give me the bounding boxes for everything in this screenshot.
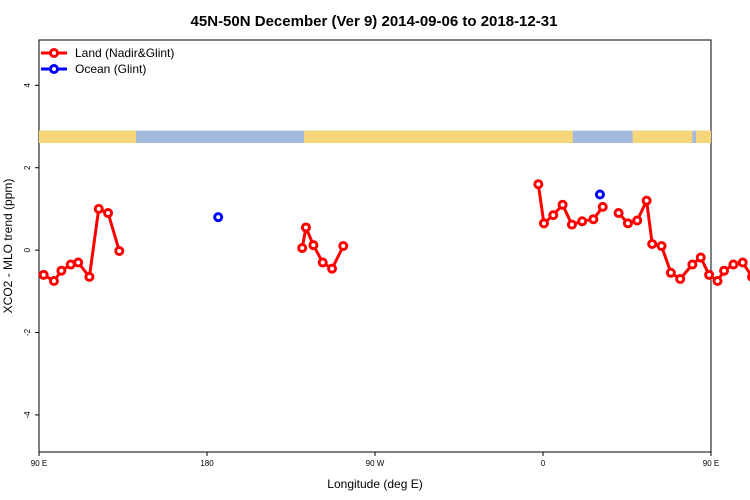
data-point [687, 259, 698, 270]
map-land-3 [696, 130, 711, 143]
data-point [103, 208, 114, 219]
y-tick-label: 4 [23, 83, 32, 88]
data-point [213, 212, 224, 223]
data-point [327, 263, 338, 274]
y-axis-label: XCO2 - MLO trend (ppm) [1, 179, 15, 314]
data-point [533, 179, 544, 190]
data-point [712, 276, 723, 287]
data-point [557, 199, 568, 210]
world-map-strip [39, 130, 711, 143]
data-point [588, 214, 599, 225]
series-layer [38, 179, 750, 287]
legend-land-marker [49, 48, 59, 58]
data-point [728, 259, 739, 270]
series-ocean [213, 189, 605, 223]
y-tick-label: -2 [23, 328, 32, 336]
x-tick-label: 180 [200, 459, 214, 468]
data-point [566, 219, 577, 230]
data-point [114, 245, 125, 256]
y-tick-label: -4 [23, 411, 32, 419]
data-point [665, 267, 676, 278]
legend-ocean-label: Ocean (Glint) [75, 62, 146, 76]
data-point [622, 218, 633, 229]
plot-frame [38, 39, 712, 453]
legend: Land (Nadir&Glint) Ocean (Glint) [41, 46, 174, 76]
data-point [695, 252, 706, 263]
legend-ocean-marker [49, 64, 59, 74]
data-point [338, 241, 349, 251]
x-tick-label: 90 E [703, 459, 719, 468]
data-point [647, 238, 658, 249]
data-point [56, 265, 67, 276]
data-point [308, 240, 319, 251]
map-land-2 [632, 130, 693, 143]
data-point [65, 259, 76, 270]
data-point [675, 273, 686, 284]
x-tick-label: 90 E [31, 459, 47, 468]
data-point [594, 189, 605, 200]
data-point [737, 257, 748, 268]
data-point [656, 241, 667, 251]
chart-title: 45N-50N December (Ver 9) 2014-09-06 to 2… [191, 13, 558, 30]
data-point [538, 218, 549, 229]
data-point [548, 210, 559, 221]
map-land-0 [39, 130, 137, 143]
data-point [597, 201, 608, 212]
x-tick-label: 0 [541, 459, 546, 468]
data-point [704, 269, 715, 280]
data-point [577, 216, 588, 227]
data-point [73, 257, 84, 268]
x-tick-label: 90 W [366, 459, 385, 468]
y-axis: 4 2 0 -2 -4 [23, 83, 39, 419]
data-point [317, 257, 328, 268]
map-land-1 [304, 130, 573, 143]
data-point [93, 203, 104, 214]
data-point [48, 276, 59, 287]
legend-land-label: Land (Nadir&Glint) [75, 46, 174, 60]
data-point [297, 243, 308, 254]
series-land [38, 179, 750, 287]
data-point [84, 271, 95, 282]
data-point [641, 195, 652, 206]
x-axis-label: Longitude (deg E) [327, 477, 422, 491]
data-point [38, 269, 49, 280]
data-point [300, 222, 311, 233]
data-point [632, 215, 643, 226]
series-line [617, 199, 750, 283]
series-line [42, 207, 121, 283]
y-tick-label: 0 [23, 247, 32, 252]
y-tick-label: 2 [23, 165, 32, 170]
data-point [719, 265, 730, 276]
data-point [613, 208, 624, 219]
